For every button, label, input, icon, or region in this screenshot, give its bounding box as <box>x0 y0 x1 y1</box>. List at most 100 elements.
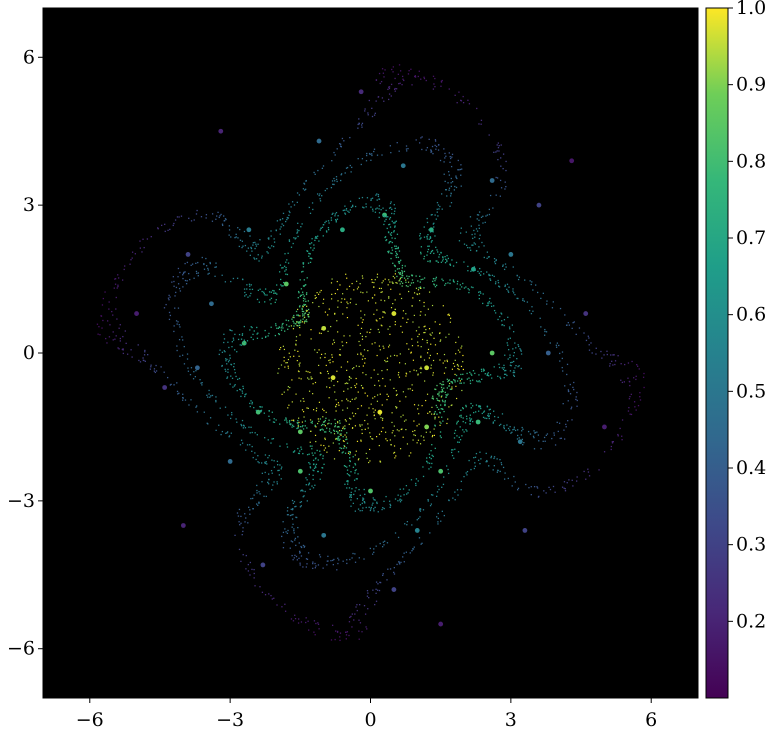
speckle <box>509 354 511 356</box>
speckle <box>296 232 298 234</box>
speckle <box>281 325 283 327</box>
speckle <box>376 320 378 322</box>
speckle <box>401 270 403 272</box>
speckle <box>346 473 349 475</box>
speckle <box>351 282 353 285</box>
speckle <box>460 382 463 384</box>
speckle <box>639 399 642 401</box>
speckle <box>518 276 521 278</box>
speckle <box>395 252 398 255</box>
speckle <box>469 420 471 422</box>
speckle <box>501 413 504 415</box>
speckle <box>312 474 314 476</box>
speckle <box>391 249 394 251</box>
speckle <box>429 252 432 254</box>
speckle <box>440 252 442 254</box>
speckle <box>399 82 401 84</box>
speckle <box>272 437 275 440</box>
speckle <box>454 429 457 432</box>
speckle <box>322 455 324 457</box>
speckle <box>493 151 495 153</box>
speckle <box>235 418 237 420</box>
speckle <box>502 167 504 170</box>
speckle <box>322 165 325 167</box>
speckle <box>425 431 427 433</box>
speckle <box>189 373 192 376</box>
speckle <box>296 359 298 362</box>
speckle <box>504 285 506 288</box>
speckle <box>504 284 507 286</box>
speckle <box>358 197 361 200</box>
speckle <box>217 211 219 214</box>
speckle <box>319 229 321 231</box>
speckle <box>493 257 496 260</box>
speckle <box>443 387 445 389</box>
speckle <box>280 278 282 281</box>
speckle <box>418 142 421 144</box>
speckle <box>451 449 453 451</box>
speckle <box>362 319 364 321</box>
speckle <box>401 285 403 287</box>
speckle <box>327 228 330 231</box>
speckle <box>249 509 251 511</box>
speckle <box>324 189 326 192</box>
speckle <box>385 495 387 498</box>
speckle <box>252 338 254 341</box>
speckle <box>362 292 364 294</box>
speckle <box>540 326 542 328</box>
speckle <box>360 405 363 407</box>
speckle <box>301 409 304 411</box>
speckle <box>117 285 119 288</box>
speckle <box>394 323 396 326</box>
speckle <box>475 452 478 455</box>
speckle <box>284 330 286 332</box>
speckle <box>387 231 390 233</box>
speckle <box>458 91 460 93</box>
speckle <box>417 408 419 410</box>
speckle <box>313 247 315 249</box>
speckle <box>501 324 504 326</box>
speckle <box>241 392 244 394</box>
speckle <box>318 305 320 308</box>
speckle <box>276 604 278 606</box>
speckle <box>286 422 288 424</box>
speckle <box>242 527 244 529</box>
speckle <box>251 450 253 452</box>
speckle <box>247 247 250 249</box>
speckle <box>399 273 401 275</box>
speckle <box>250 336 252 339</box>
speckle <box>182 399 184 401</box>
speckle <box>456 288 458 290</box>
speckle <box>367 112 369 114</box>
speckle <box>510 432 512 434</box>
speckle <box>351 613 353 615</box>
speckle <box>398 271 400 274</box>
speckle <box>302 313 304 315</box>
speckle <box>362 355 364 357</box>
speckle <box>143 246 145 249</box>
speckle <box>536 431 538 433</box>
speckle <box>441 193 443 195</box>
speckle <box>256 326 258 329</box>
speckle <box>480 368 483 371</box>
speckle <box>436 211 438 213</box>
speckle <box>131 257 133 259</box>
speckle <box>404 363 407 365</box>
speckle <box>448 88 450 90</box>
speckle <box>285 362 287 364</box>
speckle <box>553 432 555 434</box>
speckle <box>430 151 432 153</box>
speckle <box>351 626 353 628</box>
speckle <box>193 277 195 279</box>
speckle <box>309 441 311 443</box>
data-point <box>185 252 191 257</box>
speckle <box>603 354 605 356</box>
speckle <box>482 411 485 413</box>
speckle <box>281 393 283 395</box>
speckle <box>302 490 304 492</box>
speckle <box>489 278 491 280</box>
speckle <box>388 241 391 243</box>
speckle <box>238 245 240 248</box>
speckle <box>489 408 491 410</box>
speckle <box>396 393 398 396</box>
